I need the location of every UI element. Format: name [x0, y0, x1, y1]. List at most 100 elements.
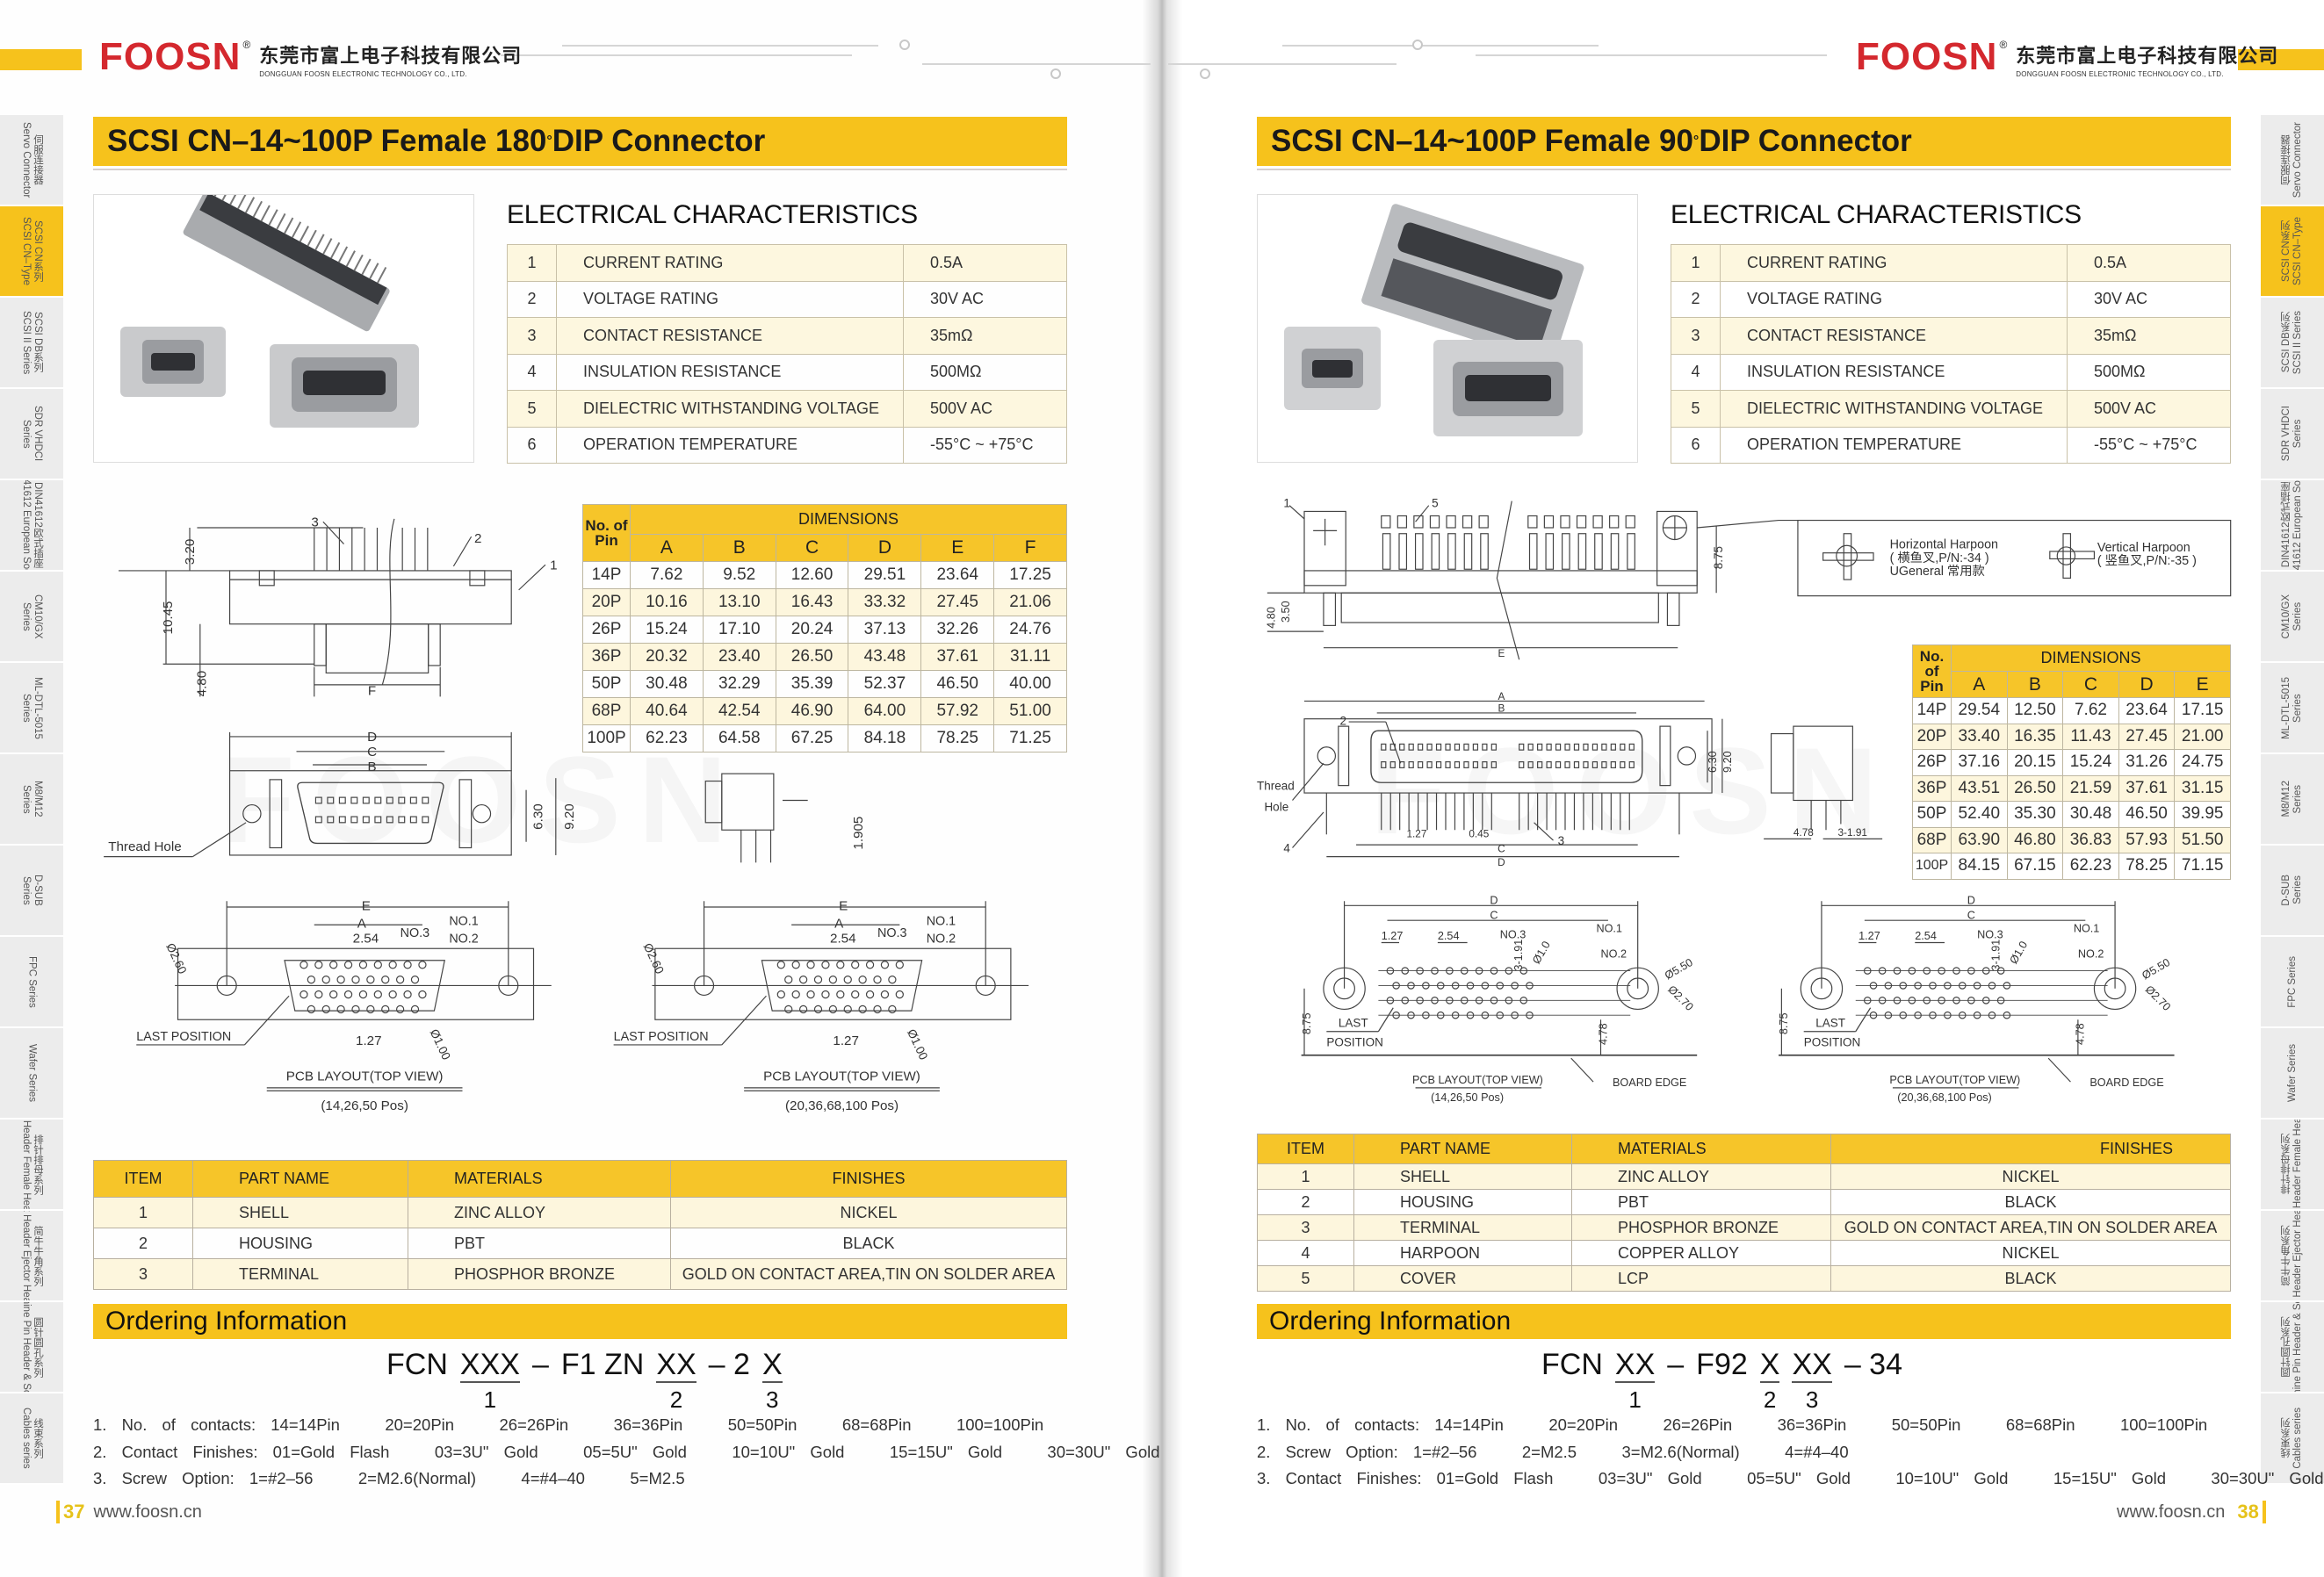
drawing-hole: [1996, 997, 2005, 1005]
dimension-label: C: [1490, 910, 1498, 922]
table-cell: 78.25: [2118, 853, 2176, 880]
drawing-hole: [1460, 967, 1469, 975]
dimensions-table: No. of Pin DIMENSIONS A B C D E 14P 29.54 12.50 7.…: [1912, 644, 2231, 880]
drawing-hole: [1481, 1011, 1490, 1019]
table-cell: 52.40: [1951, 801, 2008, 828]
side-tab-cn: 简牛牛角系列: [32, 1225, 43, 1286]
table-cell: BLACK: [670, 1228, 1067, 1259]
side-tab[interactable]: SCSI DB系列 SCSI II Series: [2261, 298, 2324, 389]
last-position-label: LAST: [1339, 1017, 1368, 1030]
drawing-hole: [1422, 982, 1430, 990]
code-text: X: [1759, 1348, 1780, 1383]
ordering-notes: 1. No. of contacts: 14=14Pin 20=20Pin 26…: [1257, 1412, 2324, 1493]
side-tab[interactable]: DIN41612欧式插座 DIN41612 European Socket: [0, 480, 63, 572]
side-tab[interactable]: ML-DTL-5015 Series: [2261, 663, 2324, 754]
side-tab[interactable]: 伺服连接器 Servo Connector: [2261, 115, 2324, 206]
website-link[interactable]: www.foosn.cn: [2117, 1501, 2226, 1522]
drawing-hole: [1526, 982, 1534, 990]
side-tab-label: D-SUB Series: [2281, 875, 2304, 906]
side-tab[interactable]: SCSI CN系列 SCSI CN–Type: [0, 206, 63, 298]
side-tab-cn: 排针排母系列: [32, 1134, 43, 1195]
side-tab[interactable]: SDR VHDCI Series: [2261, 389, 2324, 480]
ordering-heading: Ordering Information: [1257, 1304, 2231, 1339]
side-tab[interactable]: FPC Series: [2261, 937, 2324, 1028]
side-tab[interactable]: SCSI DB系列 SCSI II Series: [0, 298, 63, 389]
drawing-hole: [1333, 977, 1355, 1000]
materials-table: ITEM PART NAME MATERIALS FINISHES 1 SHELL ZINC…: [1257, 1134, 2231, 1292]
side-tab[interactable]: Wafer Series: [0, 1028, 63, 1120]
side-tab[interactable]: CM10/GX Series: [0, 572, 63, 663]
side-tab[interactable]: D-SUB Series: [0, 846, 63, 937]
table-cell: 5: [507, 390, 557, 428]
table-row: 4 INSULATION RESISTANCE 500MΩ: [507, 353, 1067, 391]
side-tab[interactable]: 排针排母系列 Pin Header Female Header: [0, 1120, 63, 1211]
electrical-table: 1 CURRENT RATING 0.5A 2 VOLTAGE RATING 30V AC…: [1671, 244, 2231, 464]
side-tab[interactable]: DIN41612欧式插座 DIN41612 European Socket: [2261, 480, 2324, 572]
side-tab[interactable]: 线束系列 Cables series: [0, 1393, 63, 1485]
side-tab-cn: DIN41612欧式插座: [2281, 482, 2292, 568]
column-header: F: [993, 534, 1067, 562]
side-tab[interactable]: D-SUB Series: [2261, 846, 2324, 937]
column-header: C: [775, 534, 849, 562]
drawing-hole: [1869, 982, 1878, 990]
drawing-outline: [1562, 533, 1570, 570]
table-cell: 30V AC: [903, 280, 1067, 318]
drawing-outline: [1843, 533, 1852, 580]
table-cell: NICKEL: [670, 1197, 1067, 1228]
page-number: 37: [56, 1501, 84, 1523]
side-tab[interactable]: FPC Series: [0, 937, 63, 1028]
drawing-hole: [1923, 997, 1931, 1005]
side-tab[interactable]: ML-DTL-5015 Series: [0, 663, 63, 754]
drawing-hole: [1967, 967, 1975, 975]
side-tab[interactable]: 圆针圆孔系列 Machine Pin Header & Socket: [0, 1302, 63, 1393]
product-photo: [1257, 194, 1638, 463]
table-cell: 67.25: [775, 724, 849, 752]
side-tab[interactable]: 线束系列 Cables series: [2261, 1393, 2324, 1485]
drawing-hole: [1392, 982, 1400, 990]
drawing-hole: [1416, 967, 1424, 975]
side-tab-cn: ML-DTL-5015: [32, 676, 43, 739]
code-text: –: [531, 1348, 549, 1381]
table-row: 1 CURRENT RATING 0.5A: [507, 244, 1067, 282]
part-number-code: FCN XX 1– F92 X 2 XX 3– 34: [1541, 1348, 1902, 1414]
side-tab[interactable]: SCSI CN系列 SCSI CN–Type: [2261, 206, 2324, 298]
side-tab-label: ML-DTL-5015 Series: [2281, 677, 2304, 739]
title-text: SCSI CN–14~100P Female 90: [1271, 124, 1693, 158]
side-tab[interactable]: CM10/GX Series: [2261, 572, 2324, 663]
table-cell: 62.23: [630, 724, 704, 752]
table-cell: CONTACT RESISTANCE: [1720, 317, 2068, 355]
side-tab[interactable]: M8/M12 Series: [2261, 754, 2324, 846]
side-tab[interactable]: 简牛牛角系列 Box Header Ejector Header: [2261, 1211, 2324, 1302]
ordering-note: 2. Contact Finishes: 01=Gold Flash 03=3U…: [93, 1442, 1160, 1461]
website-link[interactable]: www.foosn.cn: [93, 1501, 202, 1522]
drawing-hole: [1526, 1011, 1534, 1019]
table-cell: 2: [507, 280, 557, 318]
header-accent-bar: [0, 49, 82, 70]
table-row: 6 OPERATION TEMPERATURE -55°C ~ +75°C: [1671, 426, 2231, 464]
side-tab[interactable]: 圆针圆孔系列 Machine Pin Header & Socket: [2261, 1302, 2324, 1393]
side-tab-label: 圆针圆孔系列 Machine Pin Header & Socket: [2281, 1302, 2304, 1392]
table-cell: 46.80: [2006, 826, 2064, 853]
drawing-hole: [1662, 515, 1687, 541]
side-tab[interactable]: 伺服连接器 Servo Connector: [0, 115, 63, 206]
drawing-hole: [1958, 1011, 1967, 1019]
dimensions-group-header: DIMENSIONS: [1951, 644, 2231, 672]
company-name-cn: 东莞市富上电子科技有限公司: [259, 45, 523, 67]
table-cell: GOLD ON CONTACT AREA,TIN ON SOLDER AREA: [670, 1258, 1067, 1290]
table-row: 6 OPERATION TEMPERATURE -55°C ~ +75°C: [507, 426, 1067, 464]
table-cell: 500V AC: [903, 390, 1067, 428]
table-row: 50P 52.40 35.30 30.48 46.50 39.95: [1912, 801, 2231, 828]
side-tab[interactable]: SDR VHDCI Series: [0, 389, 63, 480]
callout-label: 1: [1283, 496, 1290, 509]
header-decor-line: [922, 63, 1151, 65]
side-tab[interactable]: 简牛牛角系列 Box Header Ejector Header: [0, 1211, 63, 1302]
drawing-hole: [1401, 997, 1410, 1005]
table-cell: GOLD ON CONTACT AREA,TIN ON SOLDER AREA: [1830, 1214, 2231, 1241]
side-tab[interactable]: Wafer Series: [2261, 1028, 2324, 1120]
table-cell: 35.39: [775, 670, 849, 698]
header-decor-dot: [1200, 68, 1210, 79]
side-tab[interactable]: 排针排母系列 Pin Header Female Header: [2261, 1120, 2324, 1211]
drawing-outline: [1429, 515, 1440, 529]
table-cell: 3: [1257, 1214, 1354, 1241]
side-tab[interactable]: M8/M12 Series: [0, 754, 63, 846]
